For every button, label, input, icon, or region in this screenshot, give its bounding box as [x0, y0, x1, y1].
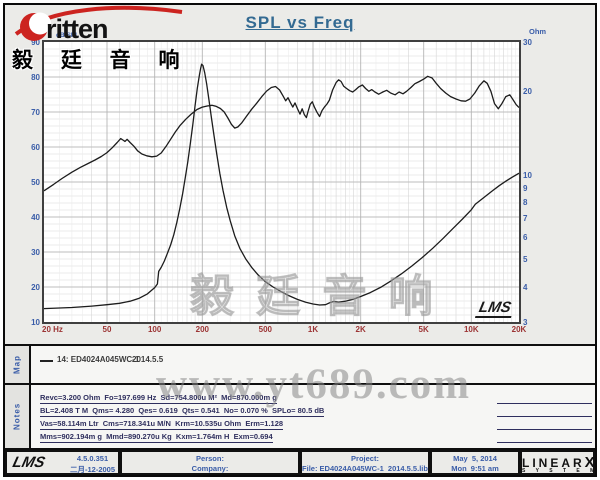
chinese-watermark: 毅 廷 音 响 — [190, 272, 438, 322]
logo-chinese-text: 毅 廷 音 响 — [12, 49, 191, 72]
map-tab: Map — [5, 346, 31, 383]
y-axis-label-right: 20 — [523, 86, 532, 96]
y-axis-label-left: 40 — [31, 212, 40, 222]
divider-above-map — [5, 344, 595, 346]
y-axis-label-left: 80 — [31, 72, 40, 82]
right-axis-unit-label: Ohm — [529, 27, 547, 36]
notes-underline-ext-3 — [497, 429, 592, 430]
footer-version-cell: LMS 4.5.0.351 二月-12-2005 — [5, 450, 120, 475]
page-title: SPL vs Freq — [245, 13, 355, 32]
y-axis-label-right: 10 — [523, 171, 532, 181]
y-axis-label-right: 3 — [523, 317, 528, 327]
x-axis-label: 20K — [511, 325, 527, 334]
linearx-logo: LINEARX — [522, 454, 595, 471]
x-axis-label: 10K — [463, 325, 479, 334]
spl-impedance-chart — [44, 42, 519, 322]
company-label: Company: — [191, 464, 229, 473]
notes-underline-ext-2 — [497, 416, 592, 417]
footer-person-cell: Person: Company: — [120, 450, 300, 475]
y-axis-label-right: 4 — [523, 282, 528, 292]
url-watermark: www.yt689.com — [156, 361, 472, 408]
x-axis-label: 500 — [258, 325, 272, 334]
footer-project-cell: Project: File: ED4024A045WC-1 2014.5.5.l… — [300, 450, 430, 475]
notes-line-2: BL=2.408 T M Qms= 4.280 Qes= 0.619 Qts= … — [40, 406, 325, 417]
y-axis-label-right: 6 — [523, 233, 528, 243]
report-date: May 5, 2014 — [453, 454, 497, 463]
legend-line-swatch — [40, 360, 53, 362]
y-axis-label-left: 90 — [31, 37, 40, 47]
x-axis-label: 50 — [102, 325, 112, 334]
lms-version-date: 二月-12-2005 — [69, 465, 116, 474]
lms-version: 4.5.0.351 — [76, 454, 109, 463]
divider-above-notes — [5, 383, 595, 385]
project-label: Project: — [351, 454, 379, 463]
linearx-systems-label: S Y S T E M S — [522, 468, 599, 474]
y-axis-label-right: 7 — [523, 214, 528, 224]
x-axis-label: 2K — [355, 325, 366, 334]
y-axis-label-left: 60 — [31, 142, 40, 152]
x-axis-label: 20 Hz — [42, 325, 63, 334]
lms-chart-signature: LMS — [474, 299, 515, 318]
y-axis-label-right: 8 — [523, 198, 528, 208]
notes-line-1: Revc=3.200 Ohm Fo=197.699 Hz Sd=754.800u… — [40, 393, 277, 404]
file-label: File: ED4024A045WC-1 2014.5.5.lib — [302, 464, 428, 473]
y-axis-label-right: 30 — [523, 37, 532, 47]
spl-curve — [44, 75, 519, 192]
map-tab-label: Map — [12, 355, 22, 374]
map-section — [31, 346, 595, 383]
y-axis-label-right: 9 — [523, 183, 528, 193]
x-axis-label: 1K — [307, 325, 319, 334]
footer-date-cell: May 5, 2014 Mon 9:51 am — [430, 450, 520, 475]
impedance-curve — [44, 63, 519, 310]
logo-brand-text: ritten — [46, 14, 108, 44]
y-axis-label-left: 70 — [31, 107, 40, 117]
y-axis-label-left: 50 — [31, 177, 40, 187]
notes-tab: Notes — [5, 385, 31, 448]
notes-underline-ext-4 — [497, 442, 592, 443]
divider-above-footer — [5, 448, 595, 450]
notes-tab-label: Notes — [12, 402, 22, 431]
left-axis-unit-label: dB SPL — [56, 32, 80, 39]
y-axis-label-right: 5 — [523, 255, 528, 265]
x-axis-label: 100 — [147, 325, 162, 334]
y-axis-label-left: 30 — [31, 247, 40, 257]
legend-date: 2014.5.5 — [132, 355, 164, 364]
legend-entry: 14: ED4024A045WC-1 — [57, 355, 140, 364]
notes-underline-ext-1 — [497, 403, 592, 404]
chart-plot-area — [42, 40, 521, 324]
x-axis-label: 5K — [418, 325, 429, 334]
eritten-logo: ritten — [14, 5, 183, 44]
report-time: Mon 9:51 am — [451, 464, 499, 473]
notes-line-3: Vas=58.114m Ltr Cms=718.341u M/N Krm=10.… — [40, 419, 284, 430]
x-axis-label: 200 — [195, 325, 209, 334]
y-axis-label-left: 10 — [31, 317, 40, 327]
footer-linearx-cell: LINEARX S Y S T E M S — [520, 450, 595, 475]
notes-line-4: Mms=902.194m g Mmd=890.270u Kg Kxm=1.764… — [40, 432, 273, 443]
person-label: Person: — [196, 454, 224, 463]
y-axis-label-left: 20 — [31, 282, 40, 292]
